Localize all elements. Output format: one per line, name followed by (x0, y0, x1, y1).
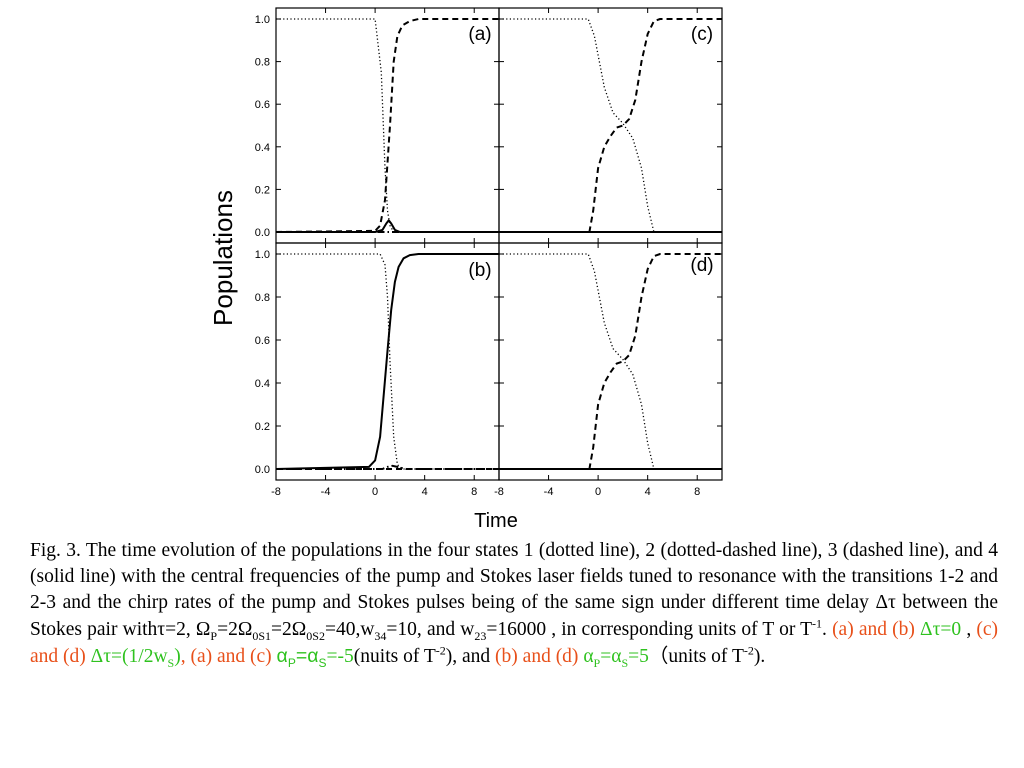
panel-label: (d) (690, 255, 713, 276)
panel-label: (c) (691, 24, 713, 45)
population-figure: 0.0 0.2 0.4 0.6 0.8 1.0 (a) (c) 0.0 0.2 0.4 0.6 0.8 1… (208, 7, 723, 532)
y-tick-label: 0.4 (255, 378, 270, 390)
caption-red-cd: (c) and (d) (30, 618, 998, 667)
caption-green-dt: Δτ=(1/2wS) (90, 645, 181, 670)
panel-frame (498, 242, 723, 481)
x-tick-label: -4 (544, 486, 554, 498)
caption-green-dt0: Δτ=0 (920, 618, 962, 640)
panel-label: (b) (468, 260, 491, 281)
caption-red-ab: (a) and (b) (832, 618, 921, 640)
caption-text-11: （units of T (648, 645, 744, 667)
series-dashed (276, 18, 499, 233)
y-axis-label: Populations (208, 190, 238, 326)
series-dotted (499, 18, 722, 233)
panel-d: -8 -4 0 4 8 (d) (494, 242, 723, 498)
x-tick-label: -8 (271, 486, 281, 498)
caption-sup-m1: -1 (812, 616, 823, 631)
y-tick-label: 0.4 (255, 142, 270, 154)
caption-text-8: , (961, 618, 977, 640)
panel-c: (c) (498, 7, 723, 244)
caption-sup-m2a: -2 (435, 643, 446, 658)
caption-text-3: =2Ω (271, 618, 307, 640)
series-solid (276, 253, 499, 470)
x-tick-label: -4 (321, 486, 331, 498)
caption-sub-34: 34 (374, 628, 387, 643)
series-dotted (276, 18, 499, 233)
caption-red-bd: (b) and (d) (495, 645, 584, 667)
panels-group: 0.0 0.2 0.4 0.6 0.8 1.0 (a) (c) 0.0 0.2 0.4 0.6 0.8 1… (255, 7, 723, 498)
panel-frame (498, 7, 723, 244)
x-tick-label: 0 (595, 486, 601, 498)
panel-b: 0.0 0.2 0.4 0.6 0.8 1.0 -8 -4 0 4 8 (b) (255, 242, 500, 498)
y-tick-label: 1.0 (255, 14, 270, 26)
x-tick-label: 4 (645, 486, 651, 498)
y-tick-label: 0.8 (255, 292, 270, 304)
caption-text-1: Fig. 3. The time evolution of the popula… (30, 540, 998, 640)
caption-sub-0s1: 0S1 (252, 628, 272, 643)
x-axis-label: Time (474, 510, 518, 532)
caption-red-ac: , (a) and (c) (180, 645, 277, 667)
x-tick-label: 4 (422, 486, 428, 498)
caption-text-12: ). (753, 645, 766, 667)
y-tick-label: 0.2 (255, 421, 270, 433)
series-dotted (276, 253, 499, 470)
x-tick-label: 8 (694, 486, 700, 498)
series-dashed (499, 253, 722, 470)
caption-text-10: ), and (445, 645, 496, 667)
y-tick-label: 1.0 (255, 249, 270, 261)
caption-text-2: =2Ω (217, 618, 253, 640)
panel-a: 0.0 0.2 0.4 0.6 0.8 1.0 (a) (255, 7, 500, 244)
caption-text-5: =10, and w (386, 618, 475, 640)
y-tick-label: 0.6 (255, 99, 270, 111)
caption-text-7: . (822, 618, 833, 640)
caption-green-alpha-neg: αP=αS=-5 (276, 644, 354, 670)
x-tick-label: 8 (471, 486, 477, 498)
series-dotted (499, 253, 722, 470)
figure-caption: Fig. 3. The time evolution of the popula… (30, 538, 998, 670)
series-solid (276, 219, 499, 233)
caption-text-4: =40,w (324, 618, 375, 640)
caption-sub-23: 23 (474, 628, 487, 643)
caption-sup-m2b: -2 (743, 643, 754, 658)
x-tick-label: -8 (494, 486, 504, 498)
panel-label: (a) (468, 24, 491, 45)
caption-text-6: =16000 , in corresponding units of T or … (486, 618, 813, 640)
y-tick-label: 0.8 (255, 57, 270, 69)
caption-sub-0s2: 0S2 (306, 628, 325, 643)
caption-sub-p: P (210, 628, 218, 643)
y-tick-label: 0.0 (255, 227, 270, 239)
caption-green-alpha-pos: αP=αS=5 (583, 645, 649, 670)
series-dashed (499, 18, 722, 233)
y-tick-label: 0.6 (255, 335, 270, 347)
x-tick-label: 0 (372, 486, 378, 498)
y-tick-label: 0.2 (255, 184, 270, 196)
caption-text-9: (nuits of T (353, 645, 436, 667)
y-tick-label: 0.0 (255, 464, 270, 476)
